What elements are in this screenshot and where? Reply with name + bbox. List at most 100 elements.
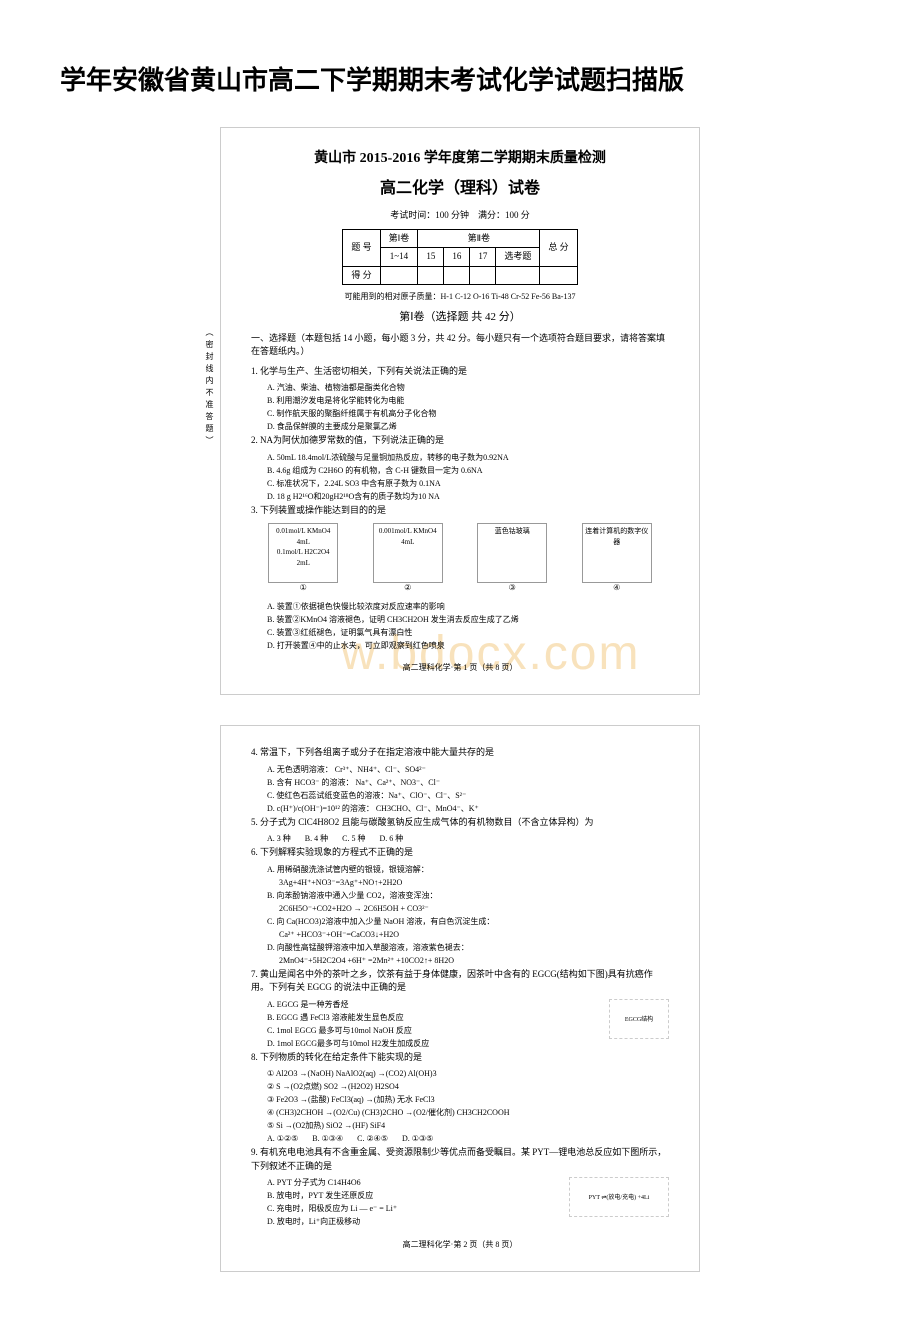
option: D. ①③⑤ <box>402 1134 433 1143</box>
diagram-label: ② <box>404 582 411 594</box>
equation: 3Ag+4H⁺+NO3⁻=3Ag⁺+NO↑+2H2O <box>251 877 669 889</box>
equation: Ca²⁺ +HCO3⁻+OH⁻=CaCO3↓+H2O <box>251 929 669 941</box>
page-footer-2: 高二理科化学·第 2 页（共 8 页） <box>251 1239 669 1251</box>
option: D. 18 g H2¹⁶O和20gH2¹⁸O含有的质子数均为10 NA <box>251 491 669 503</box>
option: D. 放电时，Li⁺向正极移动 <box>251 1216 569 1228</box>
question-5: 5. 分子式为 ClC4H8O2 且能与碳酸氢钠反应生成气体的有机物数目（不含立… <box>251 816 669 830</box>
option: D. 食品保鲜膜的主要成分是聚氯乙烯 <box>251 421 669 433</box>
exam-header: 黄山市 2015-2016 学年度第二学期期末质量检测 <box>251 148 669 169</box>
question-8: 8. 下列物质的转化在给定条件下能实现的是 <box>251 1051 669 1065</box>
instruction: 一、选择题（本题包括 14 小题，每小题 3 分，共 42 分。每小题只有一个选… <box>251 332 669 359</box>
diagram-label: ③ <box>509 582 516 594</box>
cell: 选考题 <box>496 248 540 267</box>
diagram-text: 蓝色钴玻璃 <box>480 526 544 537</box>
option: B. 4.6g 组成为 C2H6O 的有机物，含 C-H 键数目一定为 0.6N… <box>251 465 669 477</box>
option: C. 充电时，阳极反应为 Li — e⁻ = Li⁺ <box>251 1203 569 1215</box>
table-row: 得 分 <box>343 266 577 285</box>
cell <box>380 266 418 285</box>
option-row: A. 3 种 B. 4 种 C. 5 种 D. 6 种 <box>251 833 669 845</box>
cell: 得 分 <box>343 266 380 285</box>
pyt-diagram: PYT ⇌(放电/充电) +4Li <box>569 1177 669 1217</box>
full-score: 满分：100 分 <box>478 210 530 220</box>
page1-content: 黄山市 2015-2016 学年度第二学期期末质量检测 高二化学（理科）试卷 考… <box>251 148 669 674</box>
option: C. 标准状况下，2.24L SO3 中含有原子数为 0.1NA <box>251 478 669 490</box>
option: D. 打开装置④中的止水夹，可立即观察到红色喷泉 <box>251 640 669 652</box>
cell: 第Ⅰ卷 <box>380 229 418 248</box>
reaction: ③ Fe2O3 →(盐酸) FeCl3(aq) →(加热) 无水 FeCl3 <box>251 1094 669 1106</box>
option: C. 1mol EGCG 最多可与10mol NaOH 反应 <box>251 1025 609 1037</box>
equation: 2MnO4⁻+5H2C2O4 +6H⁺ =2Mn²⁺ +10CO2↑+ 8H2O <box>251 955 669 967</box>
section-1-title: 第Ⅰ卷（选择题 共 42 分） <box>251 309 669 326</box>
cell: 1~14 <box>380 248 418 267</box>
option: B. 利用潮汐发电是将化学能转化为电能 <box>251 395 669 407</box>
option: C. 向 Ca(HCO3)2溶液中加入少量 NaOH 溶液，有白色沉淀生成： <box>251 916 669 928</box>
cell <box>470 266 496 285</box>
option: A. PYT 分子式为 C14H4O6 <box>251 1177 569 1189</box>
question-3: 3. 下列装置或操作能达到目的的是 <box>251 504 669 518</box>
diagram-2: 0.001mol/L KMnO4 4mL ② <box>373 523 443 583</box>
page-footer-1: 高二理科化学·第 1 页（共 8 页） <box>251 662 669 674</box>
option: A. 无色透明溶液： Cr³⁺、NH4⁺、Cl⁻、SO4²⁻ <box>251 764 669 776</box>
atomic-masses: 可能用到的相对原子质量：H-1 C-12 O-16 Ti-48 Cr-52 Fe… <box>251 291 669 303</box>
diagram-text: 0.1mol/L H2C2O4 2mL <box>271 547 335 568</box>
scan-page-2: 4. 常温下，下列各组离子或分子在指定溶液中能大量共存的是 A. 无色透明溶液：… <box>220 725 700 1272</box>
diagram-1: 0.01mol/L KMnO4 4mL 0.1mol/L H2C2O4 2mL … <box>268 523 338 583</box>
diagram-row: 0.01mol/L KMnO4 4mL 0.1mol/L H2C2O4 2mL … <box>251 523 669 583</box>
score-table: 题 号 第Ⅰ卷 第Ⅱ卷 总 分 1~14 15 16 17 选考题 得 分 <box>342 229 577 286</box>
question-9: 9. 有机充电电池具有不含重金属、受资源限制少等优点而备受瞩目。某 PYT—锂电… <box>251 1146 669 1173</box>
option: A. 用稀硝酸洗涤试管内壁的银镜，银镜溶解： <box>251 864 669 876</box>
cell: 15 <box>418 248 444 267</box>
reaction: ⑤ Si →(O2加热) SiO2 →(HF) SiF4 <box>251 1120 669 1132</box>
diagram-4: 连着计算机的数字仪器 ④ <box>582 523 652 583</box>
seal-line-text: （密封线内不准答题） <box>203 328 215 448</box>
question-4: 4. 常温下，下列各组离子或分子在指定溶液中能大量共存的是 <box>251 746 669 760</box>
option: B. 放电时，PYT 发生还原反应 <box>251 1190 569 1202</box>
reaction: ④ (CH3)2CHOH →(O2/Cu) (CH3)2CHO →(O2/催化剂… <box>251 1107 669 1119</box>
option: B. EGCG 遇 FeCl3 溶液能发生显色反应 <box>251 1012 609 1024</box>
option: A. 50mL 18.4mol/L浓硫酸与足量铜加热反应，转移的电子数为0.92… <box>251 452 669 464</box>
option: B. ①③④ <box>312 1134 343 1143</box>
option: A. 装置①依据褪色快慢比较浓度对反应速率的影响 <box>251 601 669 613</box>
cell: 第Ⅱ卷 <box>418 229 540 248</box>
scan-page-1: w.bdocx.com （密封线内不准答题） 黄山市 2015-2016 学年度… <box>220 127 700 695</box>
cell: 17 <box>470 248 496 267</box>
question-2: 2. NA为阿伏加德罗常数的值，下列说法正确的是 <box>251 434 669 448</box>
reaction: ② S →(O2点燃) SO2 →(H2O2) H2SO4 <box>251 1081 669 1093</box>
diagram-label: ④ <box>613 582 620 594</box>
option: A. EGCG 是一种芳香烃 <box>251 999 609 1011</box>
diagram-text: 0.001mol/L KMnO4 4mL <box>376 526 440 547</box>
cell <box>444 266 470 285</box>
document-title: 学年安徽省黄山市高二下学期期末考试化学试题扫描版 <box>40 60 880 97</box>
option: D. c(H⁺)/c(OH⁻)=10¹² 的溶液： CH3CHO、Cl⁻、MnO… <box>251 803 669 815</box>
diagram-3: 蓝色钴玻璃 ③ <box>477 523 547 583</box>
option: B. 装置②KMnO4 溶液褪色，证明 CH3CH2OH 发生消去反应生成了乙烯 <box>251 614 669 626</box>
cell <box>540 266 577 285</box>
cell <box>496 266 540 285</box>
option: C. 使红色石蕊试纸变蓝色的溶液：Na⁺、ClO⁻、Cl⁻、S²⁻ <box>251 790 669 802</box>
table-row: 题 号 第Ⅰ卷 第Ⅱ卷 总 分 <box>343 229 577 248</box>
cell: 题 号 <box>343 229 380 266</box>
question-7: 7. 黄山是闻名中外的茶叶之乡，饮茶有益于身体健康，因茶叶中含有的 EGCG(结… <box>251 968 669 995</box>
exam-info: 考试时间：100 分钟 满分：100 分 <box>251 209 669 223</box>
equation: 2C6H5O⁻+CO2+H2O → 2C6H5OH + CO3²⁻ <box>251 903 669 915</box>
option: C. 装置③红纸褪色，证明氯气具有漂白性 <box>251 627 669 639</box>
question-6: 6. 下列解释实验现象的方程式不正确的是 <box>251 846 669 860</box>
option: A. 3 种 <box>267 834 291 843</box>
option: D. 6 种 <box>379 834 403 843</box>
egcg-structure: EGCG结构 <box>609 999 669 1039</box>
cell: 总 分 <box>540 229 577 266</box>
exam-time: 考试时间：100 分钟 <box>390 210 469 220</box>
page2-content: 4. 常温下，下列各组离子或分子在指定溶液中能大量共存的是 A. 无色透明溶液：… <box>251 746 669 1251</box>
option: B. 含有 HCO3⁻ 的溶液： Na⁺、Ca²⁺、NO3⁻、Cl⁻ <box>251 777 669 789</box>
cell: 16 <box>444 248 470 267</box>
diagram-label: ① <box>300 582 307 594</box>
question-1: 1. 化学与生产、生活密切相关，下列有关说法正确的是 <box>251 365 669 379</box>
diagram-text: 连着计算机的数字仪器 <box>585 526 649 547</box>
page-container: 学年安徽省黄山市高二下学期期末考试化学试题扫描版 w.bdocx.com （密封… <box>0 0 920 1322</box>
option: D. 1mol EGCG最多可与10mol H2发生加成反应 <box>251 1038 609 1050</box>
cell <box>418 266 444 285</box>
option: D. 向酸性高锰酸钾溶液中加入草酸溶液，溶液紫色褪去： <box>251 942 669 954</box>
option: A. ①②⑤ <box>267 1134 298 1143</box>
reaction: ① Al2O3 →(NaOH) NaAlO2(aq) →(CO2) Al(OH)… <box>251 1068 669 1080</box>
exam-subtitle: 高二化学（理科）试卷 <box>251 177 669 201</box>
